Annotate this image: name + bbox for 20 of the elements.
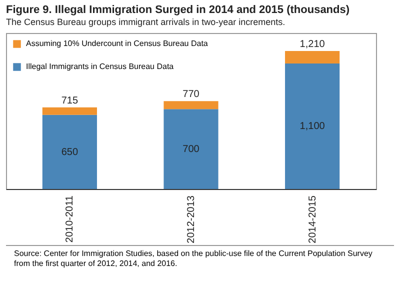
total-label: 715 (61, 95, 78, 106)
bar (42, 114, 97, 189)
data-label: 700 (182, 144, 200, 156)
bar (285, 63, 340, 189)
x-tick-label: 2010-2011 (64, 195, 76, 243)
bar (42, 107, 97, 115)
total-label: 770 (182, 89, 200, 100)
bar (164, 101, 218, 110)
chart-subtitle: The Census Bureau groups immigrant arrivals in two-year increments. (6, 17, 286, 27)
x-tick-label: 2014-2015 (307, 195, 318, 244)
bar (164, 109, 218, 189)
bar (285, 50, 340, 64)
source-note: Source: Center for Immigration Studies, based on the public-use file of the Current Population Survey from the first quarter of 2012, 2014, and 2016. (6, 245, 394, 269)
data-label: 650 (61, 146, 78, 158)
legend-label: Illegal Immigrants in Census Bureau Data (26, 62, 174, 71)
x-tick-label: 2012-2013 (186, 195, 197, 244)
data-label: 1,100 (300, 121, 326, 132)
legend-label: Assuming 10% Undercount in Census Bureau Data (26, 39, 208, 48)
total-label: 1,210 (300, 38, 326, 50)
chart-title: Figure 9. Illegal Immigration Surged in 2014 and 2015 (thousands) (6, 4, 350, 16)
